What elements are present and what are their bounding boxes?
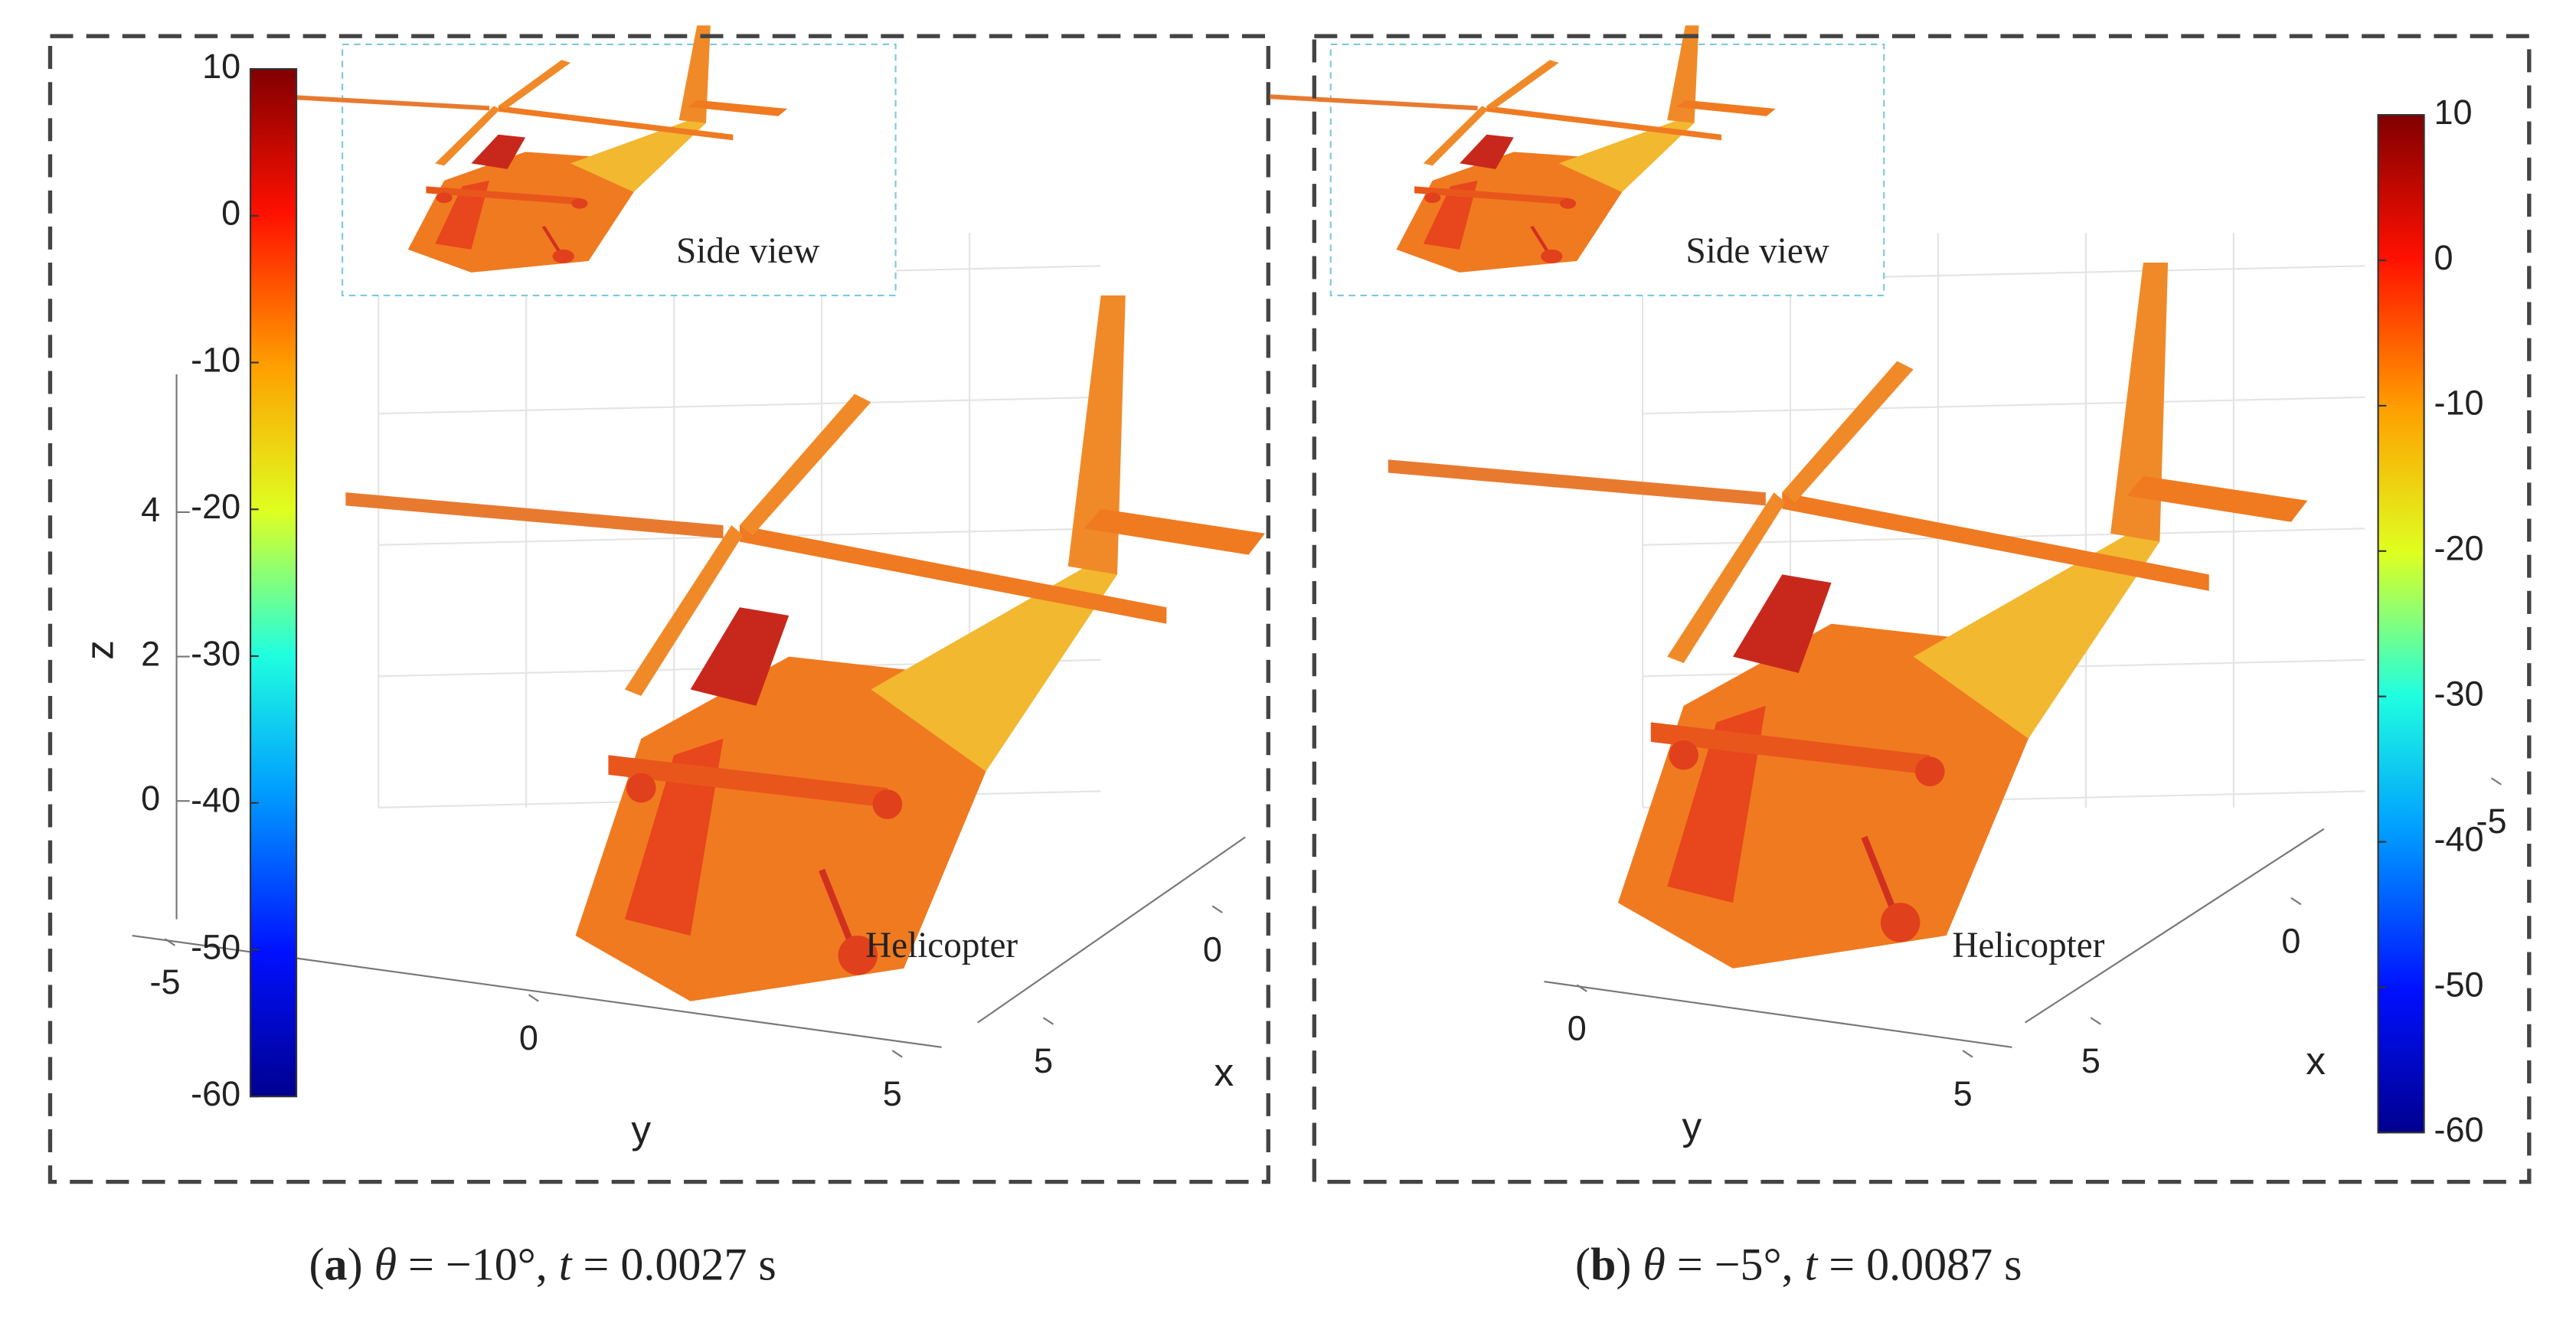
axis-line [1544,981,2012,1048]
colorbar-tick-label: -60 [2434,1110,2483,1149]
y-tick-label: 0 [1568,1008,1587,1047]
panel-frame [1312,34,2532,1184]
x-tick [2290,897,2302,906]
z-tick-label: 0 [141,779,160,818]
caption-part: = 0.0027 s [571,1239,776,1289]
y-tick [164,938,176,946]
colorbar-tick-label: -30 [191,634,240,673]
inset-label: Side view [676,231,819,271]
caption-part: θ [1643,1239,1665,1289]
grid-line-3d [378,396,1101,415]
caption-part: b [1590,1239,1616,1289]
colorbar-tick-label: 10 [202,47,240,86]
colorbar-tick-label: -60 [191,1074,240,1113]
colorbar-tick-label: -20 [2434,529,2483,568]
x-tick-label: -5 [2476,802,2506,841]
y-tick [528,994,539,1002]
x-tick [2090,1017,2101,1025]
panel: Side viewHelicopter100-10-20-30-40-50-60… [47,25,1270,1289]
z-tick-label: 2 [141,634,160,673]
colorbar [249,67,298,1098]
caption-part: ( [1575,1239,1590,1289]
caption-part: = 0.0087 s [1817,1239,2022,1289]
x-tick [1042,1017,1054,1025]
colorbar-tick-label: -40 [2434,819,2483,858]
x-tick-label: 0 [1203,929,1222,969]
caption-part: t [1805,1239,1819,1289]
caption-part: ( [309,1239,325,1289]
caption: (a) θ = −10°, t = 0.0027 s [309,1239,776,1289]
y-tick-label: -5 [150,962,181,1001]
y-tick-label: 5 [1953,1074,1973,1113]
caption-part: θ [374,1239,397,1289]
x-tick-label: 5 [1034,1041,1053,1080]
x-tick-label: 5 [2081,1041,2100,1080]
y-tick [1962,1050,1973,1058]
caption-part: a [325,1239,348,1289]
caption-part: ) [1616,1239,1643,1289]
x-tick-label: 0 [2281,922,2300,961]
caption-part: = −5°, [1666,1239,1805,1289]
y-tick-label: 5 [883,1074,902,1113]
caption-part: = −10°, [397,1239,559,1289]
x-axis-label: x [1214,1050,1234,1094]
panel: Side viewHelicopter100-10-20-30-40-50-60… [1270,25,2532,1289]
caption: (b) θ = −5°, t = 0.0087 s [1575,1239,2022,1289]
colorbar-tick-label: -10 [2434,384,2483,423]
caption-part: ) [348,1239,374,1289]
z-tick-label: 4 [141,490,160,529]
panel-frame [47,34,1270,1184]
grid-line-3d [1643,396,2365,415]
z-axis-label: z [77,640,122,660]
y-axis-label: y [631,1107,651,1152]
y-axis-label: y [1682,1104,1702,1148]
x-tick [2490,777,2502,786]
helicopter-render [1388,263,2308,969]
y-tick-label: 0 [519,1018,538,1057]
inset-label: Side view [1686,231,1829,271]
helicopter-label: Helicopter [865,926,1018,965]
axis-line [977,836,1246,1024]
helicopter-render [345,296,1265,1001]
colorbar-tick-label: -20 [191,487,240,526]
caption-part: t [559,1239,573,1289]
colorbar-tick-label: 10 [2434,93,2472,132]
colorbar-tick-label: -50 [191,927,240,966]
colorbar-tick-label: -40 [191,781,240,820]
colorbar [2377,114,2425,1134]
colorbar-tick-label: 0 [2434,238,2453,277]
helicopter-label: Helicopter [1952,926,2104,965]
x-axis-label: x [2306,1038,2326,1083]
x-tick [1211,905,1223,913]
y-tick [891,1050,903,1058]
y-tick [1576,984,1587,992]
axis-line [2025,828,2325,1024]
colorbar-tick-label: -10 [191,340,240,379]
colorbar-tick-label: 0 [221,194,240,233]
colorbar-tick-label: -30 [2434,675,2483,714]
colorbar-tick-label: -50 [2434,965,2483,1004]
